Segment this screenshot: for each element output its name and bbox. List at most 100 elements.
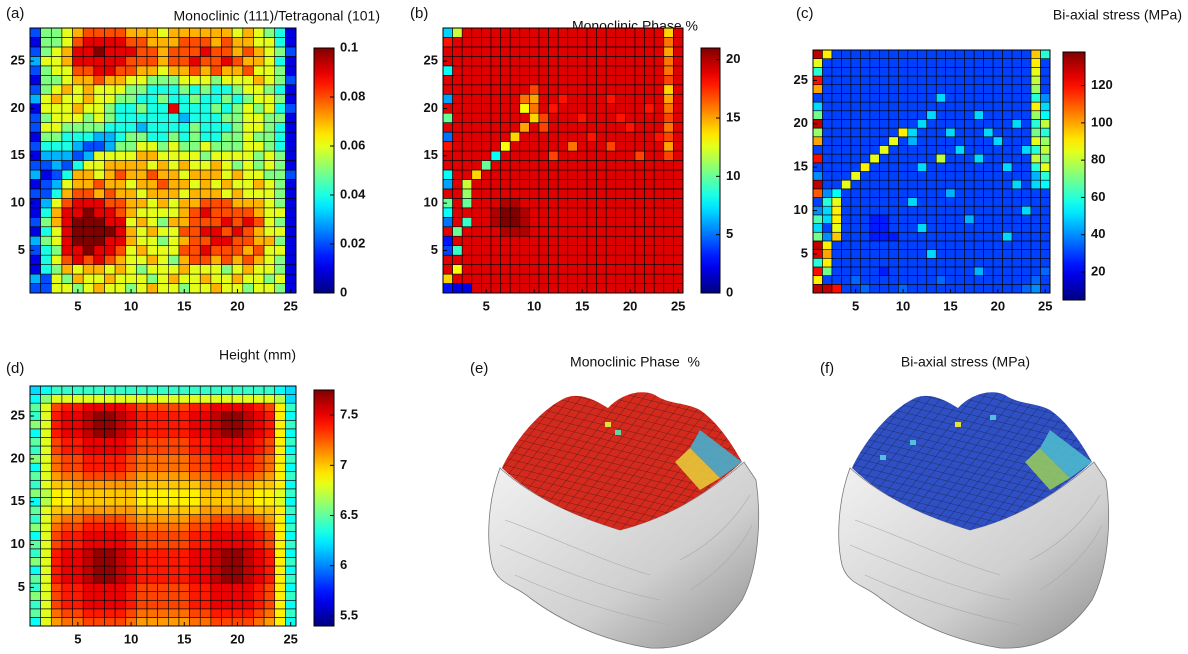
heatmap-cell <box>243 274 254 283</box>
heatmap-cell <box>94 575 105 584</box>
heatmap-cell <box>200 66 211 75</box>
heatmap <box>30 386 296 626</box>
heatmap-cell <box>539 161 549 170</box>
heatmap-cell <box>264 198 275 207</box>
heatmap-cell <box>472 161 482 170</box>
heatmap-cell <box>813 189 822 198</box>
heatmap-cell <box>1003 102 1012 111</box>
heatmap-cell <box>41 557 52 566</box>
heatmap-cell <box>94 412 105 421</box>
heatmap-cell <box>168 85 179 94</box>
heatmap-cell <box>1022 276 1031 285</box>
heatmap-cell <box>104 66 115 75</box>
heatmap-cell <box>243 403 254 412</box>
heatmap-cell <box>243 161 254 170</box>
heatmap-cell <box>1041 241 1050 250</box>
heatmap-cell <box>83 480 94 489</box>
heatmap-cell <box>211 151 222 160</box>
heatmap-cell <box>984 50 993 59</box>
heatmap-cell <box>510 208 520 217</box>
heatmap-cell <box>1003 93 1012 102</box>
heatmap-cell <box>664 123 674 132</box>
heatmap-cell <box>83 56 94 65</box>
heatmap-cell <box>481 104 491 113</box>
heatmap-cell <box>264 575 275 584</box>
heatmap-cell <box>211 66 222 75</box>
heatmap-cell <box>501 217 511 226</box>
heatmap-cell <box>549 198 559 207</box>
heatmap-cell <box>168 412 179 421</box>
heatmap-cell <box>232 161 243 170</box>
heatmap-cell <box>62 617 73 626</box>
heatmap-cell <box>597 246 607 255</box>
heatmap-cell <box>126 420 137 429</box>
heatmap-cell <box>908 59 917 68</box>
colorbar-tick-label: 5 <box>726 226 733 241</box>
heatmap-cell <box>965 180 974 189</box>
heatmap-cell <box>501 28 511 37</box>
heatmap-cell <box>232 480 243 489</box>
heatmap-cell <box>927 180 936 189</box>
heatmap-cell <box>993 198 1002 207</box>
heatmap-cell <box>443 85 453 94</box>
heatmap-cell <box>889 189 898 198</box>
heatmap-cell <box>1041 85 1050 94</box>
figure: (a)Monoclinic (111)/Tetragonal (101)5101… <box>0 0 1188 654</box>
y-tick-label: 15 <box>794 159 808 174</box>
heatmap-cell <box>168 575 179 584</box>
heatmap-cell <box>51 142 62 151</box>
heatmap-cell <box>1022 111 1031 120</box>
heatmap-cell <box>917 241 926 250</box>
heatmap-cell <box>30 592 41 601</box>
heatmap-cell <box>264 284 275 293</box>
heatmap-cell <box>83 274 94 283</box>
heatmap-cell <box>211 532 222 541</box>
heatmap-cell <box>41 113 52 122</box>
heatmap-cell <box>549 142 559 151</box>
colorbar-tick-label: 40 <box>1091 226 1105 241</box>
heatmap-cell <box>41 123 52 132</box>
heatmap-cell <box>510 179 520 188</box>
heatmap-cell <box>158 161 169 170</box>
heatmap-cell <box>285 489 296 498</box>
heatmap-cell <box>832 267 841 276</box>
heatmap-cell <box>264 557 275 566</box>
heatmap-cell <box>190 600 201 609</box>
heatmap-cell <box>984 128 993 137</box>
heatmap-cell <box>253 549 264 558</box>
heatmap-cell <box>453 161 463 170</box>
heatmap-cell <box>597 47 607 56</box>
heatmap-cell <box>965 215 974 224</box>
heatmap-cell <box>200 420 211 429</box>
heatmap-cell <box>147 592 158 601</box>
heatmap-cell <box>147 600 158 609</box>
heatmap-cell <box>879 67 888 76</box>
heatmap-cell <box>558 142 568 151</box>
heatmap-cell <box>136 75 147 84</box>
heatmap-cell <box>984 137 993 146</box>
heatmap-cell <box>898 119 907 128</box>
heatmap-cell <box>200 446 211 455</box>
heatmap-cell <box>917 85 926 94</box>
heatmap-cell <box>83 617 94 626</box>
heatmap-cell <box>136 600 147 609</box>
heatmap-cell <box>908 258 917 267</box>
heatmap-cell <box>974 180 983 189</box>
heatmap-cell <box>232 47 243 56</box>
heatmap-cell <box>1022 189 1031 198</box>
heatmap-cell <box>147 506 158 515</box>
heatmap-cell <box>104 208 115 217</box>
heatmap-cell <box>147 274 158 283</box>
heatmap-cell <box>200 395 211 404</box>
heatmap-cell <box>549 151 559 160</box>
heatmap-cell <box>41 132 52 141</box>
heatmap-cell <box>443 132 453 141</box>
heatmap-cell <box>472 179 482 188</box>
heatmap-cell <box>1022 258 1031 267</box>
heatmap-cell <box>946 241 955 250</box>
heatmap-cell <box>222 446 233 455</box>
heatmap-cell <box>136 455 147 464</box>
heatmap-cell <box>606 104 616 113</box>
heatmap-cell <box>41 446 52 455</box>
heatmap-cell <box>222 66 233 75</box>
